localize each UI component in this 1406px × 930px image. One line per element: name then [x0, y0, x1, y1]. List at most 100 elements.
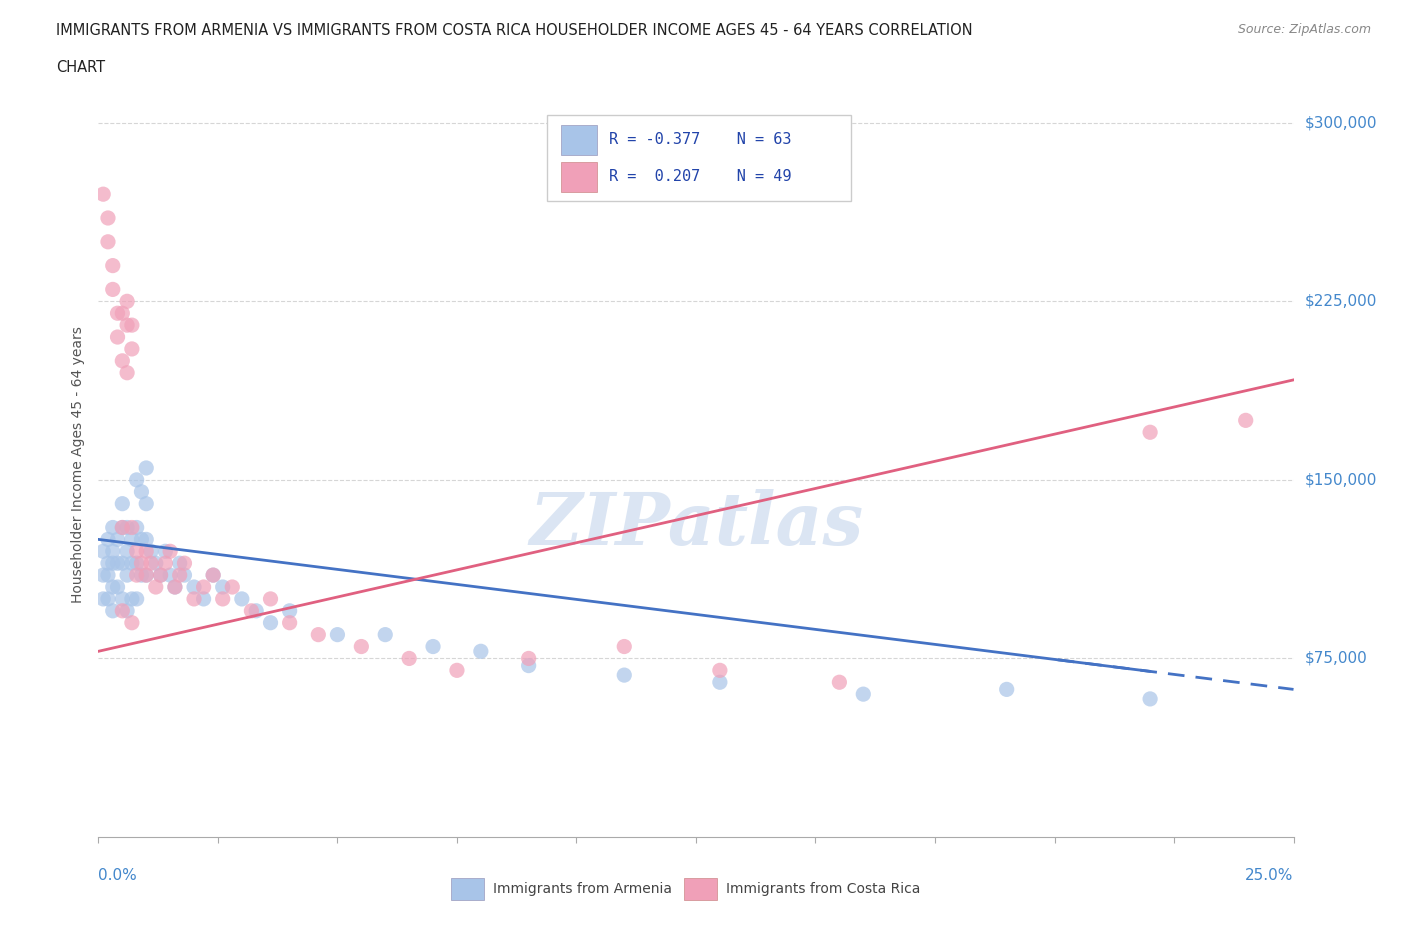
Point — [115, 520, 138, 535]
Point — [173, 567, 195, 582]
Text: Source: ZipAtlas.com: Source: ZipAtlas.com — [1237, 23, 1371, 36]
Point — [101, 282, 124, 297]
Point — [131, 485, 153, 499]
Point — [422, 639, 444, 654]
Point — [97, 591, 120, 606]
Point — [326, 627, 349, 642]
Point — [1234, 413, 1257, 428]
Point — [91, 591, 114, 606]
Text: IMMIGRANTS FROM ARMENIA VS IMMIGRANTS FROM COSTA RICA HOUSEHOLDER INCOME AGES 45: IMMIGRANTS FROM ARMENIA VS IMMIGRANTS FR… — [56, 23, 973, 38]
Point — [121, 616, 143, 631]
Point — [121, 520, 143, 535]
Point — [211, 579, 233, 594]
Point — [995, 682, 1018, 697]
Point — [613, 639, 636, 654]
Point — [183, 591, 205, 606]
Point — [107, 579, 129, 594]
Point — [101, 604, 124, 618]
Point — [111, 306, 134, 321]
Point — [97, 210, 120, 225]
Point — [111, 520, 134, 535]
Text: ZIPatlas: ZIPatlas — [529, 489, 863, 560]
Point — [709, 663, 731, 678]
Point — [155, 544, 177, 559]
Point — [139, 544, 162, 559]
Point — [101, 579, 124, 594]
Point — [278, 604, 301, 618]
Point — [111, 591, 134, 606]
Point — [169, 567, 191, 582]
Point — [125, 520, 148, 535]
Point — [115, 544, 138, 559]
Point — [193, 579, 215, 594]
Point — [173, 556, 195, 571]
Point — [159, 567, 181, 582]
Text: $300,000: $300,000 — [1305, 115, 1376, 130]
Text: 25.0%: 25.0% — [1246, 868, 1294, 883]
Bar — [451, 878, 485, 900]
Point — [115, 567, 138, 582]
Point — [193, 591, 215, 606]
Point — [121, 591, 143, 606]
Point — [101, 259, 124, 273]
Point — [131, 532, 153, 547]
Point — [709, 675, 731, 690]
Point — [135, 544, 157, 559]
Point — [107, 306, 129, 321]
Point — [163, 579, 186, 594]
Point — [125, 544, 148, 559]
Point — [245, 604, 267, 618]
Point — [107, 329, 129, 344]
Point — [111, 520, 134, 535]
Point — [259, 616, 281, 631]
Point — [121, 318, 143, 333]
Point — [139, 556, 162, 571]
Point — [111, 353, 134, 368]
Point — [97, 567, 120, 582]
Point — [613, 668, 636, 683]
Point — [115, 604, 138, 618]
Point — [374, 627, 396, 642]
Point — [125, 556, 148, 571]
Point — [145, 579, 167, 594]
Point — [97, 234, 120, 249]
Point — [183, 579, 205, 594]
Y-axis label: Householder Income Ages 45 - 64 years: Householder Income Ages 45 - 64 years — [72, 326, 86, 604]
Text: $75,000: $75,000 — [1305, 651, 1368, 666]
Point — [149, 567, 172, 582]
Point — [131, 556, 153, 571]
Point — [135, 567, 157, 582]
Point — [125, 472, 148, 487]
Point — [121, 341, 143, 356]
Point — [155, 556, 177, 571]
Text: CHART: CHART — [56, 60, 105, 75]
Point — [163, 579, 186, 594]
Text: Immigrants from Armenia: Immigrants from Armenia — [494, 882, 672, 897]
FancyBboxPatch shape — [547, 115, 851, 201]
Bar — [561, 162, 596, 192]
Point — [169, 556, 191, 571]
Point — [145, 556, 167, 571]
Point — [121, 556, 143, 571]
Point — [307, 627, 329, 642]
Point — [101, 544, 124, 559]
Text: Immigrants from Costa Rica: Immigrants from Costa Rica — [725, 882, 920, 897]
Point — [135, 460, 157, 475]
Text: R =  0.207    N = 49: R = 0.207 N = 49 — [609, 169, 792, 184]
Bar — [685, 878, 717, 900]
Point — [115, 294, 138, 309]
Point — [91, 544, 114, 559]
Point — [107, 556, 129, 571]
Point — [111, 556, 134, 571]
Point — [240, 604, 263, 618]
Point — [202, 567, 225, 582]
Point — [135, 497, 157, 512]
Bar — [561, 125, 596, 154]
Point — [259, 591, 281, 606]
Point — [125, 591, 148, 606]
Point — [115, 365, 138, 380]
Point — [111, 497, 134, 512]
Point — [470, 644, 492, 658]
Point — [159, 544, 181, 559]
Point — [852, 686, 875, 701]
